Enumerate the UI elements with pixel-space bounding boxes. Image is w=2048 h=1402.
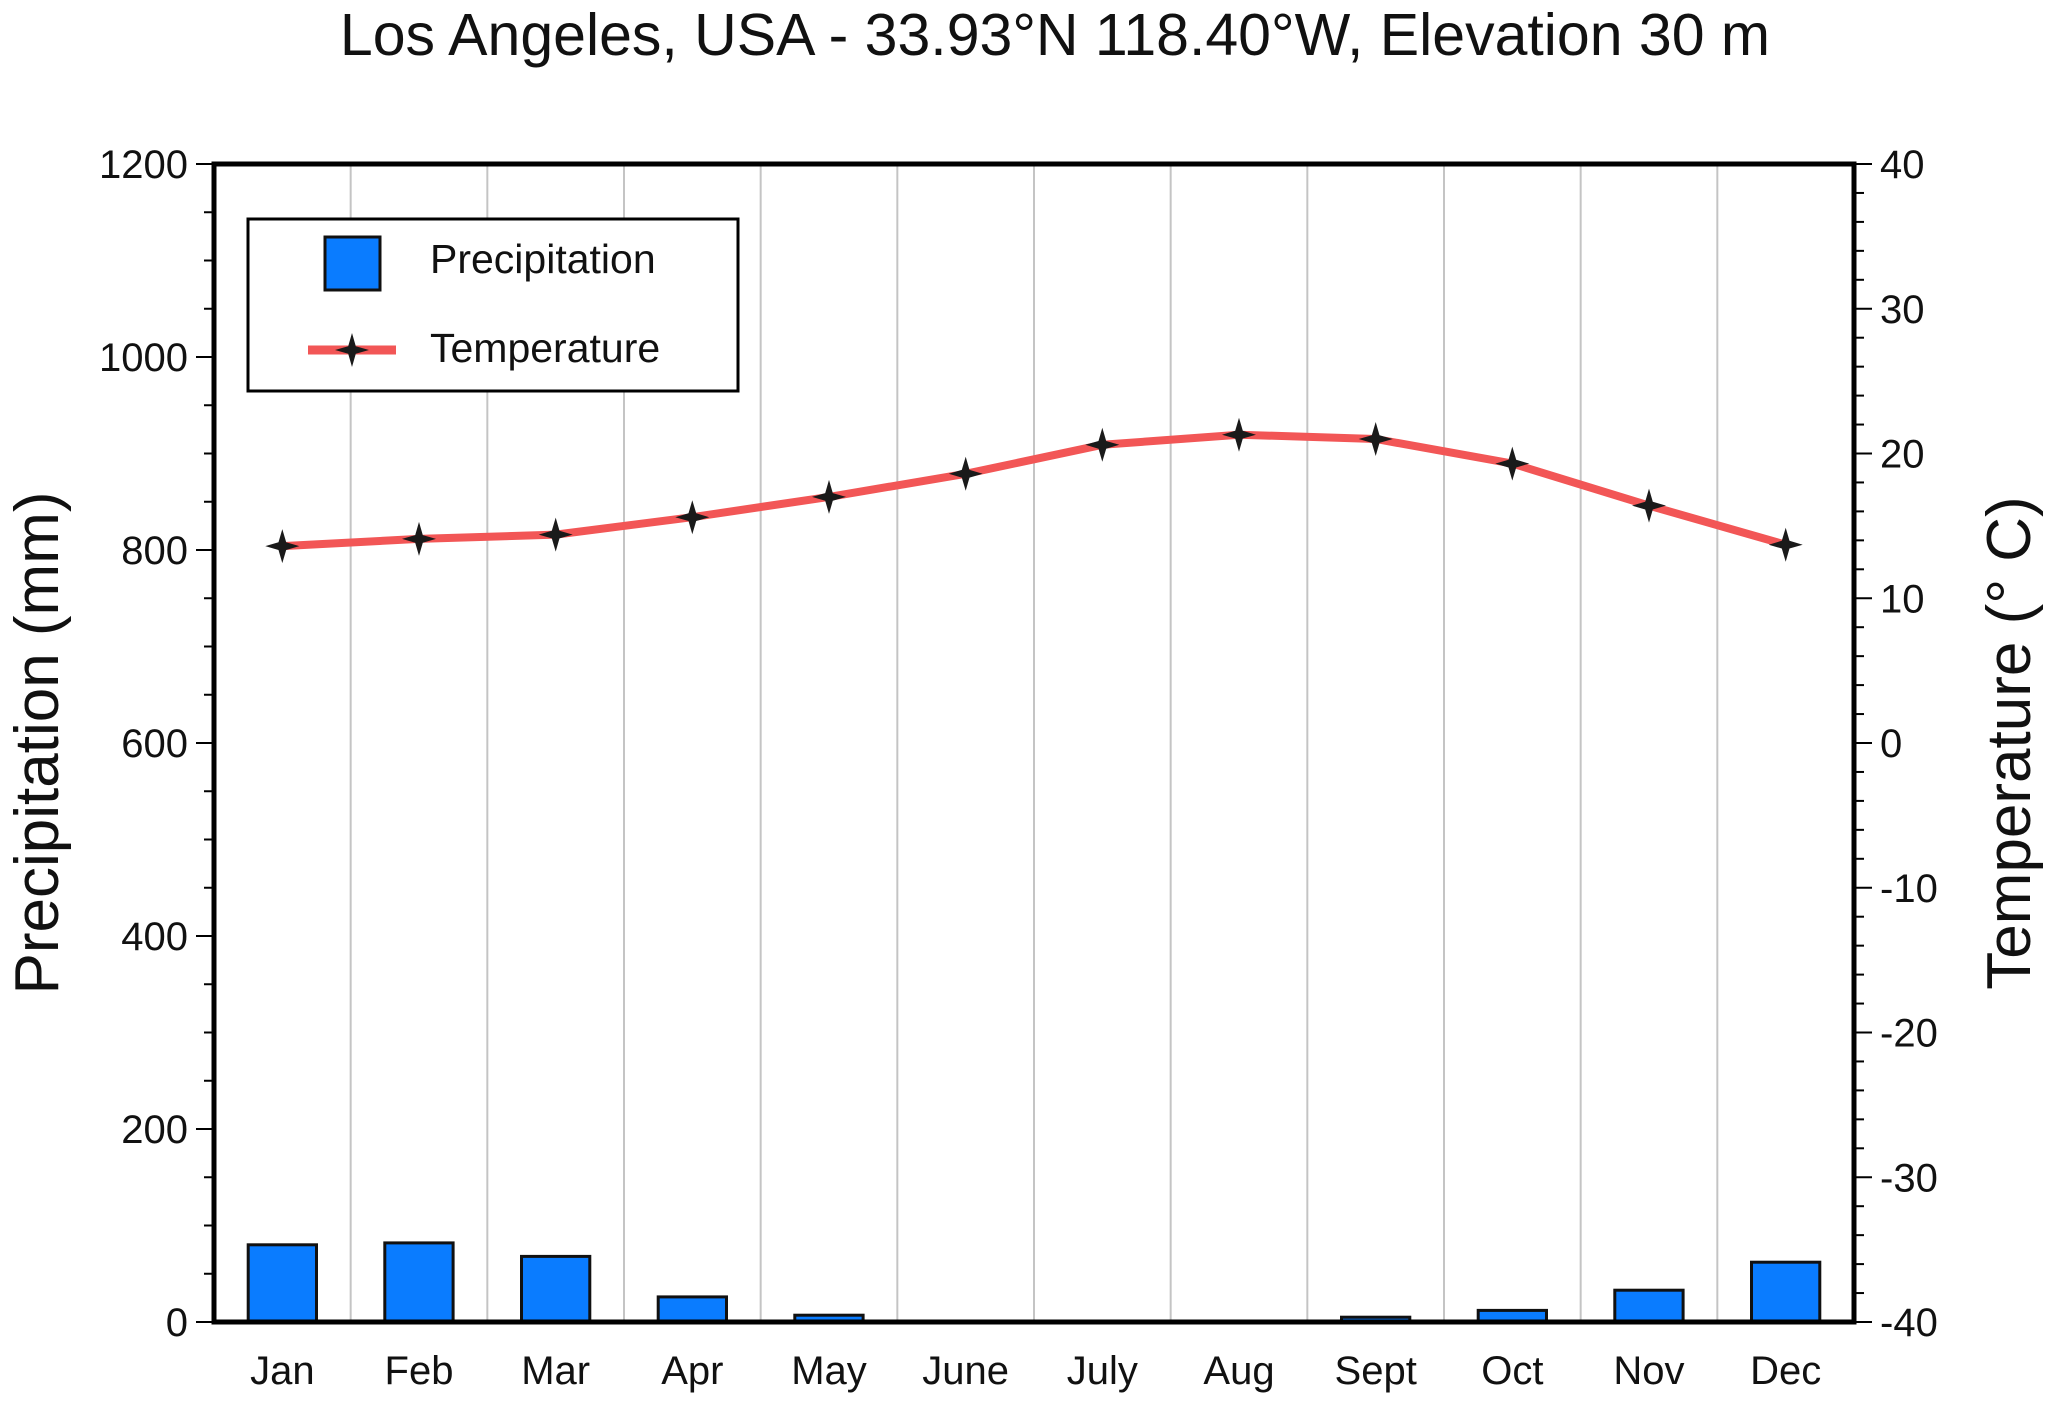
y2-tick-label: 0 [1880, 722, 1902, 766]
x-axis: Jan Feb Mar Apr May June July Aug Sept Oct Nov Dec [250, 1349, 1821, 1393]
y-tick-label: 1200 [99, 143, 188, 187]
temperature-point [1495, 446, 1530, 481]
legend-temperature-marker [335, 333, 369, 367]
y2-tick-label: 10 [1880, 577, 1925, 621]
temperature-point [538, 517, 573, 552]
temperature-point [1085, 427, 1120, 462]
legend-precipitation-label: Precipitation [430, 236, 656, 282]
precipitation-bar [520, 1254, 592, 1324]
y2-tick-label: -10 [1880, 867, 1938, 911]
temperature-line [278, 430, 1790, 551]
x-tick-label: July [1067, 1349, 1138, 1393]
temperature-point [402, 521, 436, 556]
temperature-point [812, 479, 846, 514]
precipitation-bar [1613, 1288, 1685, 1324]
temperature-point [948, 456, 983, 491]
y2-axis-label: Temperature (° C) [1975, 496, 2044, 989]
legend: Precipitation Temperature [246, 217, 740, 393]
x-tick-label: Apr [661, 1349, 723, 1393]
chart-title: Los Angeles, USA - 33.93°N 118.40°W, Ele… [340, 2, 1770, 68]
temperature-point [1222, 417, 1256, 452]
legend-temperature-label: Temperature [430, 325, 660, 371]
x-tick-label: Jan [250, 1349, 315, 1393]
precipitation-bar [1750, 1260, 1822, 1324]
x-tick-label: May [791, 1349, 867, 1393]
x-tick-label: Feb [385, 1349, 454, 1393]
precipitation-bar [246, 1243, 318, 1324]
y2-tick-label: 20 [1880, 433, 1925, 477]
precipitation-bar [383, 1241, 455, 1324]
y-tick-label: 400 [121, 915, 188, 959]
y-tick-label: 800 [121, 529, 188, 573]
precipitation-bar [656, 1295, 729, 1324]
x-tick-label: Sept [1335, 1349, 1417, 1393]
x-tick-label: Oct [1481, 1349, 1543, 1393]
y-tick-label: 600 [121, 722, 188, 766]
x-tick-label: Dec [1750, 1349, 1821, 1393]
legend-precipitation-swatch [323, 235, 382, 292]
y-tick-label: 0 [166, 1301, 188, 1345]
y2-tick-label: 40 [1880, 143, 1925, 187]
y-tick-label: 200 [121, 1108, 188, 1152]
temperature-point [265, 529, 300, 564]
temperature-point [1358, 422, 1393, 456]
y2-tick-label: -40 [1880, 1301, 1938, 1345]
temperature-line-group [265, 417, 1803, 564]
y2-tick-label: -20 [1880, 1012, 1938, 1056]
temperature-point [675, 500, 710, 535]
left-axis: 0 200 400 600 800 1000 1200 [99, 143, 214, 1345]
y-axis-label: Precipitation (mm) [3, 492, 72, 995]
x-tick-label: June [922, 1349, 1009, 1393]
y2-tick-label: 30 [1880, 288, 1925, 332]
y2-tick-label: -30 [1880, 1156, 1938, 1200]
right-axis: -40 -30 -20 -10 0 10 20 30 40 [1854, 143, 1938, 1345]
temperature-point [1632, 488, 1666, 523]
temperature-point [1768, 527, 1803, 562]
y-tick-label: 1000 [99, 336, 188, 380]
x-tick-label: Nov [1613, 1349, 1684, 1393]
x-tick-label: Mar [521, 1349, 590, 1393]
precipitation-bars [246, 1241, 1822, 1324]
x-tick-label: Aug [1203, 1349, 1274, 1393]
